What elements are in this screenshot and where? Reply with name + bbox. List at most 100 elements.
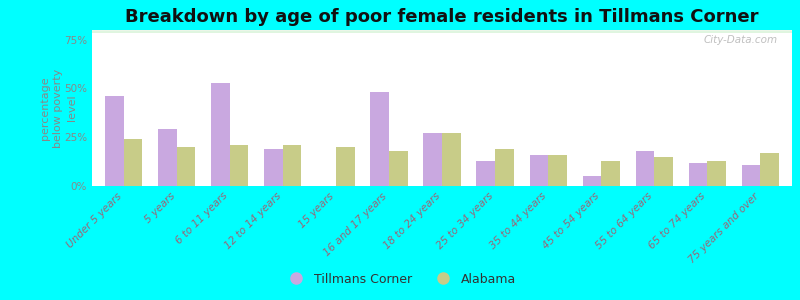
- Bar: [92, 30, 792, 32]
- Bar: [92, 31, 792, 33]
- Bar: [92, 31, 792, 33]
- Bar: [92, 31, 792, 32]
- Bar: [92, 31, 792, 32]
- Bar: [283, 145, 302, 186]
- Bar: [92, 30, 792, 32]
- Bar: [92, 31, 792, 33]
- Bar: [92, 31, 792, 33]
- Bar: [92, 31, 792, 33]
- Bar: [92, 32, 792, 33]
- Bar: [92, 31, 792, 32]
- Bar: [92, 30, 792, 32]
- Bar: [92, 32, 792, 33]
- Bar: [92, 31, 792, 32]
- Bar: [158, 129, 177, 186]
- Bar: [92, 31, 792, 32]
- Bar: [336, 147, 354, 186]
- Bar: [92, 32, 792, 33]
- Bar: [92, 30, 792, 32]
- Bar: [92, 31, 792, 32]
- Bar: [654, 157, 673, 186]
- Bar: [92, 30, 792, 32]
- Bar: [177, 147, 195, 186]
- Bar: [92, 30, 792, 32]
- Bar: [92, 31, 792, 32]
- Bar: [92, 30, 792, 32]
- Bar: [230, 145, 249, 186]
- Bar: [92, 32, 792, 33]
- Bar: [92, 31, 792, 33]
- Bar: [92, 31, 792, 32]
- Bar: [370, 92, 389, 186]
- Bar: [92, 30, 792, 32]
- Title: Breakdown by age of poor female residents in Tillmans Corner: Breakdown by age of poor female resident…: [126, 8, 758, 26]
- Bar: [264, 149, 283, 186]
- Bar: [92, 31, 792, 32]
- Bar: [124, 139, 142, 186]
- Y-axis label: percentage
below poverty
level: percentage below poverty level: [40, 68, 77, 148]
- Bar: [92, 31, 792, 32]
- Bar: [92, 30, 792, 32]
- Bar: [92, 31, 792, 32]
- Bar: [92, 30, 792, 32]
- Bar: [92, 31, 792, 32]
- Bar: [92, 31, 792, 33]
- Bar: [582, 176, 601, 186]
- Bar: [92, 31, 792, 33]
- Bar: [92, 31, 792, 32]
- Bar: [92, 31, 792, 33]
- Bar: [530, 155, 548, 186]
- Bar: [92, 31, 792, 32]
- Bar: [92, 32, 792, 33]
- Bar: [92, 30, 792, 31]
- Bar: [548, 155, 566, 186]
- Bar: [477, 161, 495, 186]
- Bar: [92, 30, 792, 32]
- Bar: [106, 96, 124, 186]
- Bar: [423, 133, 442, 186]
- Bar: [92, 31, 792, 33]
- Bar: [92, 30, 792, 32]
- Bar: [92, 30, 792, 32]
- Bar: [92, 30, 792, 31]
- Bar: [92, 31, 792, 32]
- Bar: [92, 31, 792, 32]
- Bar: [92, 30, 792, 32]
- Bar: [92, 31, 792, 33]
- Bar: [92, 31, 792, 32]
- Bar: [601, 161, 620, 186]
- Bar: [92, 32, 792, 33]
- Bar: [389, 151, 407, 186]
- Bar: [92, 31, 792, 32]
- Legend: Tillmans Corner, Alabama: Tillmans Corner, Alabama: [279, 268, 521, 291]
- Bar: [495, 149, 514, 186]
- Bar: [92, 32, 792, 33]
- Bar: [92, 32, 792, 33]
- Bar: [92, 31, 792, 33]
- Bar: [742, 164, 760, 186]
- Bar: [92, 30, 792, 32]
- Bar: [689, 163, 707, 186]
- Bar: [92, 30, 792, 32]
- Bar: [92, 31, 792, 32]
- Bar: [92, 30, 792, 32]
- Bar: [92, 31, 792, 33]
- Bar: [92, 31, 792, 32]
- Bar: [707, 161, 726, 186]
- Bar: [92, 31, 792, 33]
- Bar: [92, 30, 792, 32]
- Bar: [92, 31, 792, 33]
- Bar: [92, 30, 792, 32]
- Bar: [92, 31, 792, 32]
- Bar: [92, 31, 792, 33]
- Bar: [442, 133, 461, 186]
- Bar: [92, 31, 792, 32]
- Bar: [760, 153, 778, 186]
- Bar: [92, 30, 792, 32]
- Bar: [92, 30, 792, 31]
- Bar: [635, 151, 654, 186]
- Bar: [92, 31, 792, 32]
- Bar: [92, 30, 792, 32]
- Bar: [92, 32, 792, 33]
- Bar: [92, 31, 792, 32]
